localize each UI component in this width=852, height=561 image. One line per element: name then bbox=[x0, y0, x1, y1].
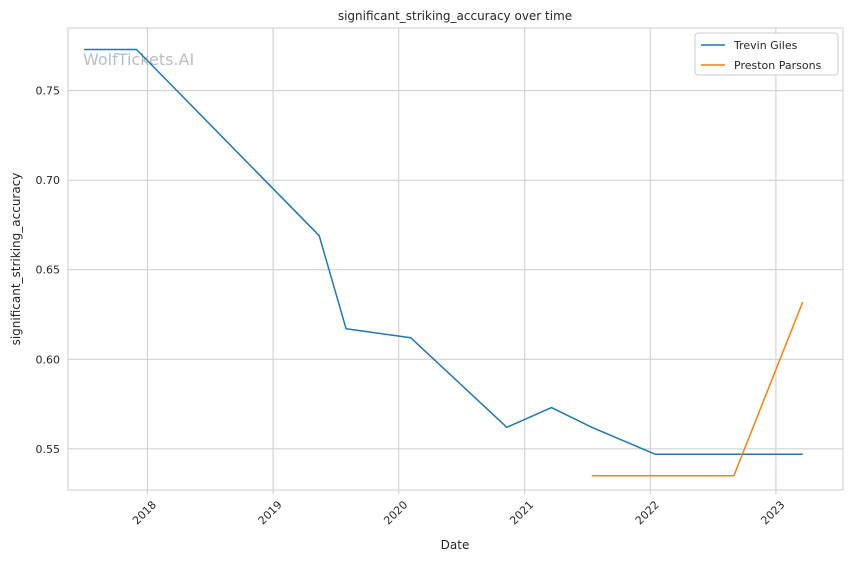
series-line-0 bbox=[84, 48, 803, 455]
series-lines bbox=[84, 48, 804, 477]
plot-area: WolfTickets.AI bbox=[67, 27, 844, 491]
legend: Trevin Giles Preston Parsons bbox=[694, 32, 839, 76]
x-tick-label: 2021 bbox=[507, 498, 536, 527]
watermark: WolfTickets.AI bbox=[83, 50, 194, 69]
y-tick-label: 0.75 bbox=[36, 85, 61, 98]
x-axis-ticks: 2018 2019 2020 2021 2022 2023 bbox=[130, 490, 787, 527]
y-tick-label: 0.55 bbox=[36, 443, 61, 456]
x-axis-label: Date bbox=[441, 538, 470, 552]
y-axis-label: significant_striking_accuracy bbox=[9, 173, 23, 346]
y-tick-label: 0.60 bbox=[36, 353, 61, 366]
series-line-1 bbox=[591, 301, 804, 477]
x-tick-label: 2019 bbox=[256, 498, 285, 527]
legend-label-0: Trevin Giles bbox=[733, 39, 798, 52]
legend-frame bbox=[694, 32, 839, 76]
x-tick-label: 2022 bbox=[633, 498, 662, 527]
plot-frame bbox=[67, 27, 844, 491]
grid bbox=[68, 28, 843, 490]
y-axis-ticks: 0.55 0.60 0.65 0.70 0.75 bbox=[36, 85, 61, 456]
x-tick-label: 2020 bbox=[381, 498, 410, 527]
y-tick-label: 0.65 bbox=[36, 264, 61, 277]
x-tick-label: 2018 bbox=[130, 498, 159, 527]
legend-label-1: Preston Parsons bbox=[734, 59, 822, 72]
y-tick-label: 0.70 bbox=[36, 174, 61, 187]
x-tick-label: 2023 bbox=[758, 498, 787, 527]
chart-title: significant_striking_accuracy over time bbox=[338, 9, 572, 23]
